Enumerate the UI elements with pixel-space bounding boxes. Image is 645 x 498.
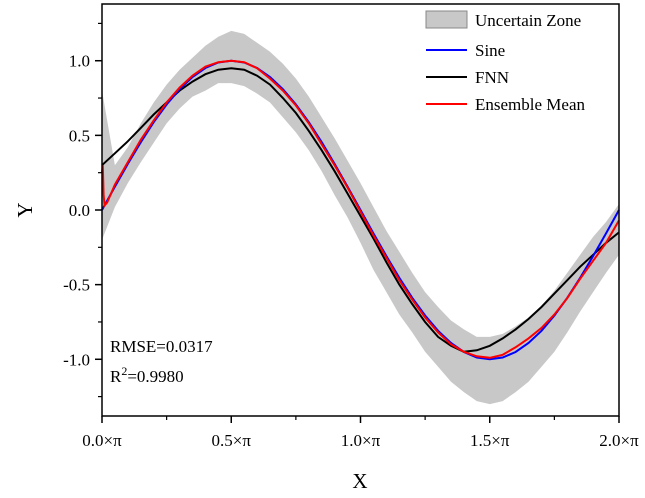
ensemble-mean-line (101, 59, 620, 359)
r2-value: =0.9980 (127, 367, 183, 386)
legend-label-sine: Sine (475, 41, 505, 60)
y-tick-label: 0.0 (69, 201, 90, 220)
legend-label-uncertain-zone: Uncertain Zone (475, 11, 581, 30)
x-tick-label: 1.0×π (341, 431, 381, 450)
legend-label-ensemble-mean: Ensemble Mean (475, 95, 585, 114)
r2-annotation: R2=0.9980 (110, 364, 184, 386)
x-tick-label: 0.0×π (82, 431, 122, 450)
x-axis-title: X (352, 469, 367, 493)
fnn-line (101, 67, 620, 353)
x-tick-label: 1.5×π (470, 431, 510, 450)
y-tick-label: -0.5 (63, 276, 90, 295)
rmse-annotation: RMSE=0.0317 (110, 337, 213, 356)
x-tick-label: 0.5×π (212, 431, 252, 450)
axis-ticks: 0.0×π 0.5×π 1.0×π 1.5×π 2.0×π -1.0 -0.5 0.0 0.5 1… (63, 22, 639, 450)
y-tick-label: 0.5 (69, 126, 90, 145)
legend-label-fnn: FNN (475, 68, 509, 87)
r2-superscript: 2 (121, 364, 127, 378)
r2-symbol: R (110, 367, 122, 386)
legend-swatch-uncertain-zone (425, 10, 468, 29)
legend: Uncertain Zone Sine FNN Ensemble Mean (425, 10, 585, 114)
y-axis-title: Y (13, 202, 37, 217)
y-tick-label: 1.0 (69, 52, 90, 71)
x-tick-label: 2.0×π (599, 431, 639, 450)
y-tick-label: -1.0 (63, 350, 90, 369)
